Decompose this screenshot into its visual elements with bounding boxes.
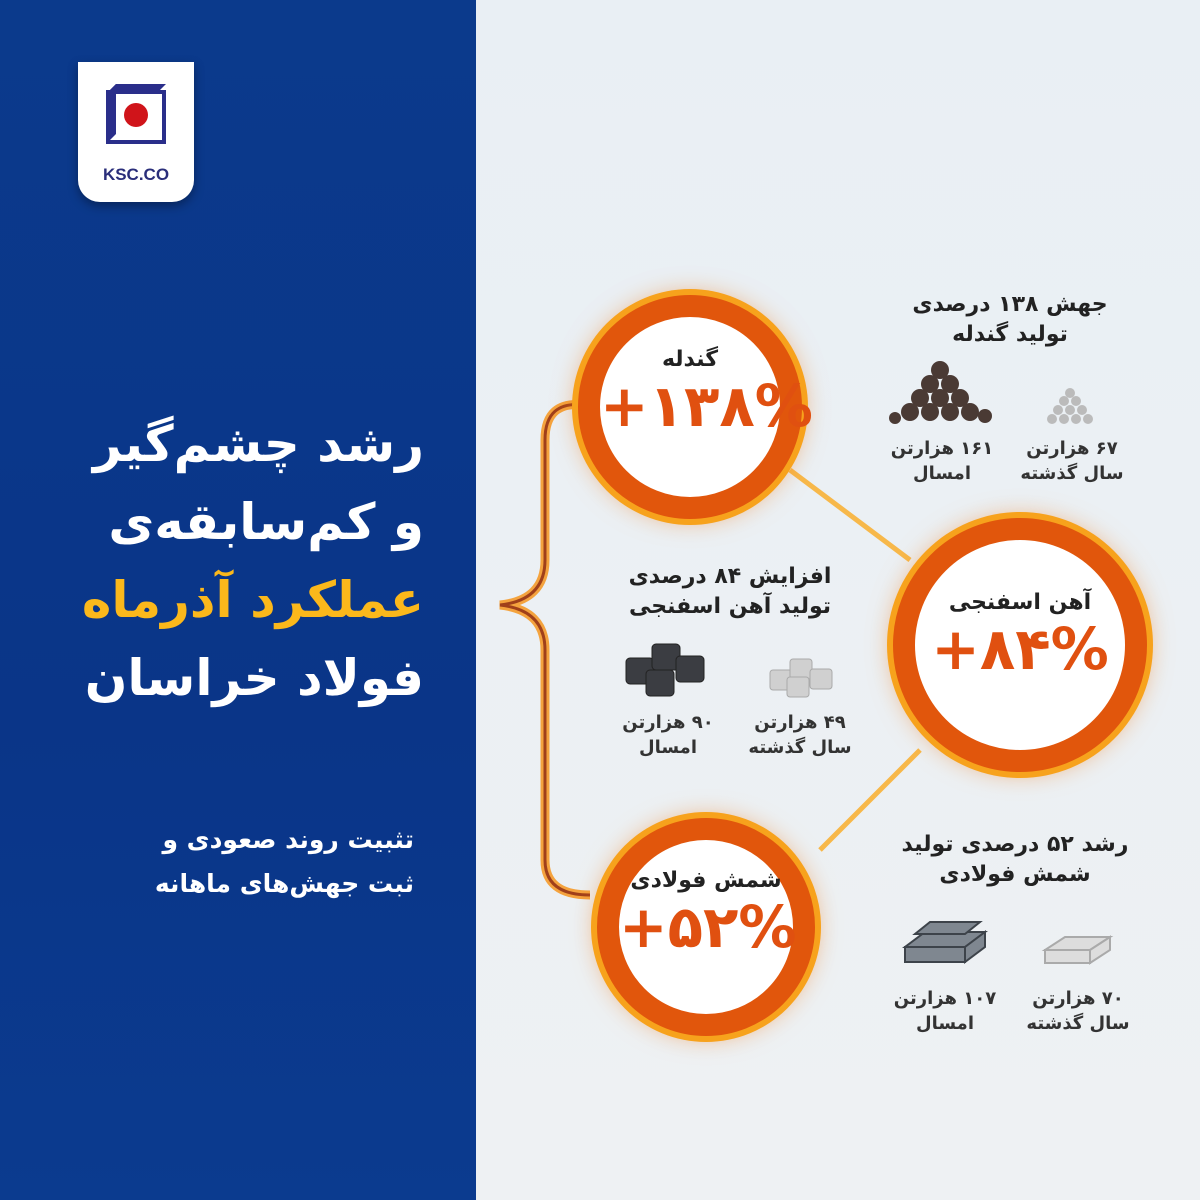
headline-line: رشد چشم‌گیر [93, 415, 424, 473]
headline-line: و کم‌سابقه‌ی [108, 493, 424, 551]
stat-value: ۶۷ هزارتن [1026, 438, 1118, 459]
product-name: آهن اسفنجی [948, 590, 1092, 615]
growth-percent: +۸۴% [931, 615, 1109, 683]
product-name: شمش فولادی [630, 868, 782, 893]
connector-line [788, 468, 912, 562]
sponge-iron-last-year: ۴۹ هزارتن سال گذشته [740, 710, 860, 760]
sponge-iron-heading: افزایش ۸۴ درصدی تولید آهن اسفنجی [600, 562, 860, 622]
heading-line: تولید آهن اسفنجی [628, 594, 832, 619]
headline: رشد چشم‌گیر و کم‌سابقه‌ی عملکرد آذرماه ف… [82, 405, 424, 717]
subtitle: تثبیت روند صعودی و ثبت جهش‌های ماهانه [155, 818, 414, 906]
stat-value: ۱۰۷ هزارتن [893, 988, 997, 1009]
pellet-pile-icon [889, 361, 992, 424]
left-panel: KSC.CO رشد چشم‌گیر و کم‌سابقه‌ی عملکرد آ… [0, 0, 476, 1200]
billet-heading: رشد ۵۲ درصدی تولید شمش فولادی [880, 830, 1150, 890]
pellet-heading: جهش ۱۳۸ درصدی تولید گندله [880, 290, 1140, 350]
heading-line: تولید گندله [952, 322, 1068, 347]
stat-value: ۱۶۱ هزارتن [890, 438, 994, 459]
pellet-pile-icon [1047, 388, 1093, 424]
growth-percent: +۱۳۸% [600, 372, 813, 440]
sponge-iron-cubes-icon [769, 658, 833, 698]
pellet-last-year: ۶۷ هزارتن سال گذشته [1012, 436, 1132, 486]
pellet-this-year: ۱۶۱ هزارتن امسال [882, 436, 1002, 486]
subtitle-line: تثبیت روند صعودی و [162, 825, 414, 854]
stat-label: امسال [912, 463, 971, 484]
headline-highlight: عملکرد آذرماه [81, 571, 424, 629]
sponge-iron-this-year: ۹۰ هزارتن امسال [608, 710, 728, 760]
growth-circle-sponge-iron: آهن اسفنجی +۸۴% [893, 518, 1147, 772]
company-logo: KSC.CO [78, 62, 194, 202]
growth-percent: +۵۲% [619, 893, 797, 961]
stat-value: ۷۰ هزارتن [1032, 988, 1124, 1009]
heading-line: شمش فولادی [939, 862, 1091, 887]
steel-billets-icon [1041, 935, 1114, 965]
headline-line: فولاد خراسان [84, 649, 424, 707]
steel-billets-icon [902, 921, 988, 964]
heading-line: رشد ۵۲ درصدی تولید [901, 832, 1129, 857]
growth-circle-pellet: گندله +۱۳۸% [578, 295, 813, 519]
subtitle-line: ثبت جهش‌های ماهانه [154, 869, 414, 898]
stat-label: سال گذشته [1026, 1013, 1130, 1034]
logo-text: KSC.CO [102, 165, 170, 184]
stat-label: امسال [638, 737, 697, 758]
product-name: گندله [661, 347, 719, 372]
cube-logo-icon [106, 84, 166, 144]
stat-value: ۴۹ هزارتن [754, 712, 846, 733]
billet-this-year: ۱۰۷ هزارتن امسال [885, 986, 1005, 1036]
billet-last-year: ۷۰ هزارتن سال گذشته [1018, 986, 1138, 1036]
stat-label: سال گذشته [748, 737, 852, 758]
stat-label: سال گذشته [1020, 463, 1124, 484]
growth-circle-billet: شمش فولادی +۵۲% [597, 818, 815, 1036]
connector-line [818, 748, 922, 852]
sponge-iron-cubes-icon [625, 643, 705, 697]
stat-value: ۹۰ هزارتن [622, 712, 714, 733]
stat-label: امسال [915, 1013, 974, 1034]
heading-line: جهش ۱۳۸ درصدی [912, 292, 1108, 317]
brace-connector-core [499, 402, 591, 897]
heading-line: افزایش ۸۴ درصدی [628, 564, 832, 589]
